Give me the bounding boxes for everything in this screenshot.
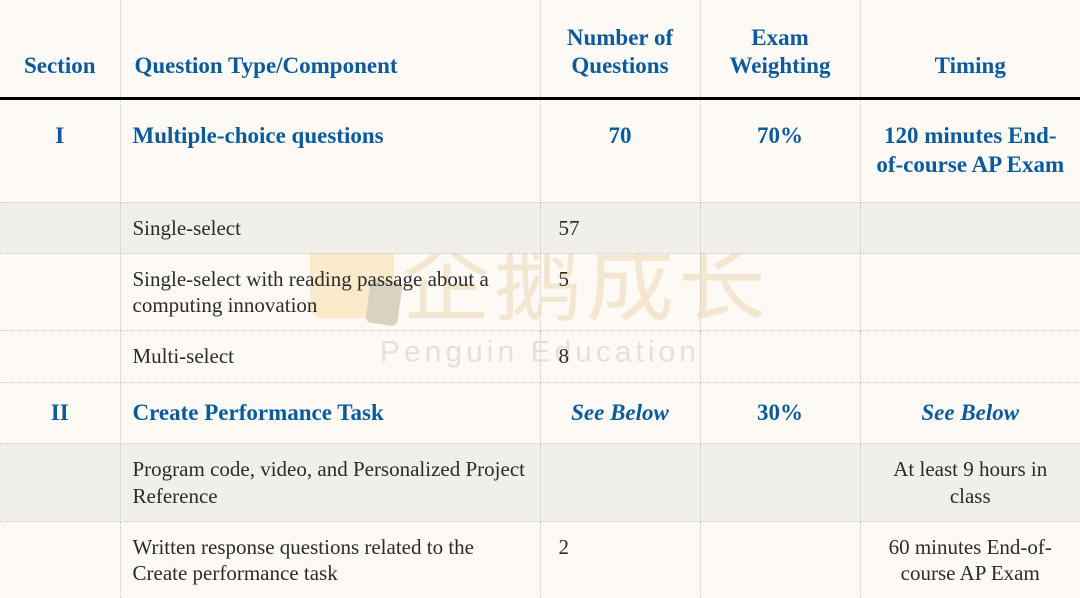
cell-num: 5 — [540, 253, 700, 331]
section-weight: 70% — [700, 99, 860, 203]
table-row: Single-select57 — [0, 202, 1080, 253]
cell-empty — [0, 202, 120, 253]
section-header-row: IMultiple-choice questions7070%120 minut… — [0, 99, 1080, 203]
cell-weight — [700, 331, 860, 382]
col-weight: Exam Weighting — [700, 0, 860, 99]
exam-format-table: Section Question Type/Component Number o… — [0, 0, 1080, 598]
table-row: Single-select with reading passage about… — [0, 253, 1080, 331]
cell-num: 2 — [540, 521, 700, 598]
section-num: See Below — [540, 382, 700, 444]
table-row: Multi-select8 — [0, 331, 1080, 382]
cell-weight — [700, 521, 860, 598]
cell-num: 57 — [540, 202, 700, 253]
cell-empty — [0, 331, 120, 382]
cell-type: Single-select — [120, 202, 540, 253]
cell-timing — [860, 331, 1080, 382]
section-timing: See Below — [860, 382, 1080, 444]
col-timing: Timing — [860, 0, 1080, 99]
col-type: Question Type/Component — [120, 0, 540, 99]
cell-empty — [0, 521, 120, 598]
cell-type: Program code, video, and Personalized Pr… — [120, 444, 540, 522]
section-weight: 30% — [700, 382, 860, 444]
col-num: Number of Questions — [540, 0, 700, 99]
cell-num — [540, 444, 700, 522]
table-header: Section Question Type/Component Number o… — [0, 0, 1080, 99]
cell-weight — [700, 253, 860, 331]
cell-timing: 60 minutes End-of-course AP Exam — [860, 521, 1080, 598]
cell-weight — [700, 444, 860, 522]
table-row: Written response questions related to th… — [0, 521, 1080, 598]
table-row: Program code, video, and Personalized Pr… — [0, 444, 1080, 522]
section-id: II — [0, 382, 120, 444]
section-header-row: IICreate Performance TaskSee Below30%See… — [0, 382, 1080, 444]
cell-type: Multi-select — [120, 331, 540, 382]
cell-empty — [0, 253, 120, 331]
cell-weight — [700, 202, 860, 253]
section-id: I — [0, 99, 120, 203]
section-title: Multiple-choice questions — [120, 99, 540, 203]
table-body: IMultiple-choice questions7070%120 minut… — [0, 99, 1080, 598]
section-title: Create Performance Task — [120, 382, 540, 444]
cell-timing — [860, 253, 1080, 331]
cell-type: Written response questions related to th… — [120, 521, 540, 598]
cell-num: 8 — [540, 331, 700, 382]
section-num: 70 — [540, 99, 700, 203]
col-section: Section — [0, 0, 120, 99]
cell-timing — [860, 202, 1080, 253]
section-timing: 120 minutes End-of-course AP Exam — [860, 99, 1080, 203]
cell-timing: At least 9 hours in class — [860, 444, 1080, 522]
cell-type: Single-select with reading passage about… — [120, 253, 540, 331]
cell-empty — [0, 444, 120, 522]
